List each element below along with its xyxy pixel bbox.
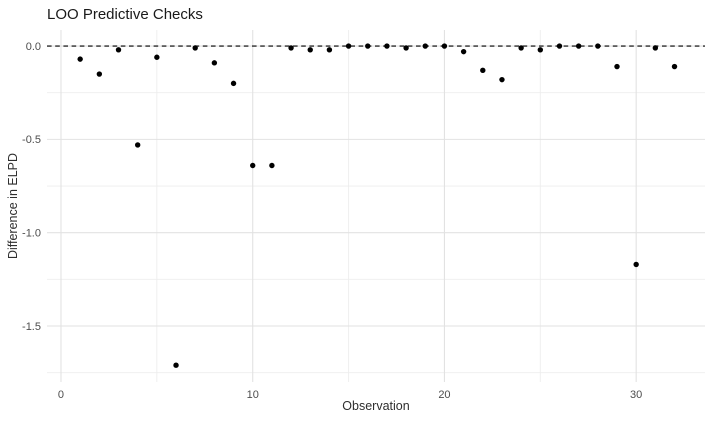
data-point	[460, 48, 467, 55]
data-point	[422, 43, 428, 49]
data-point	[154, 54, 160, 60]
data-point	[537, 47, 544, 53]
data-point	[595, 43, 601, 49]
data-point	[384, 43, 390, 49]
data-point	[403, 45, 409, 51]
x-tick-label: 0	[58, 389, 64, 401]
data-point	[671, 63, 678, 70]
data-point	[230, 80, 237, 87]
data-point	[211, 60, 218, 66]
x-tick-label: 30	[630, 389, 642, 401]
data-point	[192, 45, 198, 51]
x-tick-label: 10	[247, 389, 259, 401]
data-point	[614, 63, 620, 70]
data-point	[480, 67, 486, 74]
data-point	[633, 261, 639, 268]
data-point	[556, 43, 563, 49]
y-tick-label: -0.5	[22, 134, 41, 146]
data-point	[77, 56, 83, 62]
chart-title: LOO Predictive Checks	[47, 6, 203, 23]
data-point	[652, 45, 659, 51]
data-point	[96, 71, 103, 77]
y-tick-label: -1.5	[22, 321, 41, 333]
data-point	[518, 45, 524, 51]
y-axis-title: Difference in ELPD	[6, 152, 20, 260]
data-point	[173, 362, 179, 368]
data-point	[288, 45, 294, 51]
data-point	[345, 43, 352, 49]
data-point	[115, 47, 122, 53]
data-point	[441, 43, 448, 49]
data-point	[365, 43, 371, 49]
data-point	[499, 76, 505, 83]
y-tick-label: -1.0	[22, 227, 41, 239]
data-point	[575, 43, 582, 49]
y-tick-label: 0.0	[26, 41, 41, 53]
data-point	[269, 162, 275, 169]
data-point	[326, 47, 333, 53]
x-tick-label: 20	[438, 389, 450, 401]
data-point	[134, 142, 141, 148]
data-point	[307, 47, 313, 53]
data-point	[250, 162, 256, 169]
x-axis-title: Observation	[342, 399, 410, 413]
